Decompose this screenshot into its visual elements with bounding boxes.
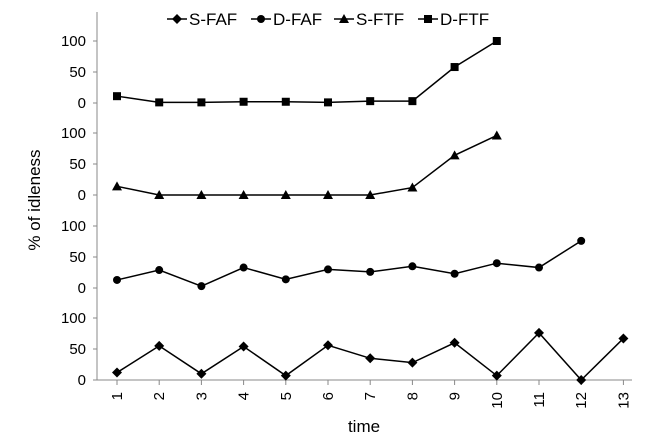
- data-point-s-ftf: [449, 150, 460, 160]
- x-tick-label: 4: [236, 392, 253, 400]
- x-tick-label: 12: [573, 392, 590, 409]
- legend-label: S-FTF: [356, 10, 404, 29]
- data-point-d-faf: [535, 263, 543, 272]
- y-tick-label: 100: [61, 310, 86, 327]
- x-tick-label: 8: [404, 392, 421, 400]
- x-tick-label: 6: [320, 392, 337, 400]
- series-line-s-ftf: [116, 134, 498, 196]
- x-ticks: 1 2 3 4 5 6 7 8 9 10 11 12 13: [109, 380, 632, 409]
- data-point-s-ftf: [365, 190, 376, 199]
- legend: S-FAF D-FAF S-FTF D-FTF: [167, 10, 489, 29]
- y-tick-label: 100: [61, 125, 86, 142]
- legend-label: S-FAF: [189, 10, 237, 29]
- data-point-s-ftf: [280, 190, 291, 199]
- x-tick-label: 9: [447, 392, 464, 400]
- data-point-s-ftf: [154, 190, 165, 199]
- y-tick-label: 0: [78, 372, 86, 389]
- series-d-ftf: [113, 37, 501, 107]
- data-point-s-faf: [196, 368, 207, 379]
- data-point-s-faf: [154, 340, 165, 351]
- x-tick-label: 3: [193, 392, 210, 400]
- series-s-faf: [112, 327, 629, 385]
- legend-item-d-faf: D-FAF: [251, 10, 322, 29]
- data-point-d-ftf: [239, 97, 248, 106]
- legend-marker-d-ftf: [424, 15, 432, 23]
- legend-marker-d-faf: [257, 15, 265, 23]
- data-point-s-faf: [618, 333, 629, 344]
- x-tick-label: 1: [109, 392, 126, 400]
- data-point-s-ftf: [323, 190, 333, 199]
- x-tick-label: 10: [489, 392, 506, 409]
- data-point-d-faf: [577, 236, 586, 245]
- legend-marker-s-ftf: [339, 14, 349, 23]
- data-point-s-faf: [365, 353, 376, 364]
- x-tick-label: 13: [615, 392, 632, 409]
- data-point-d-ftf: [366, 97, 375, 106]
- y-axis-title: % of idleness: [25, 149, 44, 250]
- data-point-d-ftf: [197, 98, 206, 107]
- legend-label: D-FTF: [440, 10, 489, 29]
- legend-label: D-FAF: [273, 10, 322, 29]
- legend-item-s-ftf: S-FTF: [334, 10, 404, 29]
- data-point-s-ftf: [112, 181, 122, 191]
- series-d-faf: [113, 236, 586, 291]
- data-point-s-ftf: [196, 190, 207, 199]
- data-point-s-ftf: [238, 190, 249, 199]
- y-tick-label: 50: [69, 64, 86, 81]
- y-tick-label: 50: [69, 341, 86, 358]
- series-s-ftf: [112, 130, 502, 199]
- legend-item-s-faf: S-FAF: [167, 10, 237, 29]
- data-point-d-faf: [408, 262, 417, 271]
- data-point-s-faf: [407, 357, 418, 368]
- data-point-d-faf: [155, 266, 164, 275]
- data-point-d-faf: [492, 259, 501, 268]
- x-tick-label: 2: [151, 392, 168, 400]
- data-point-d-ftf: [324, 98, 332, 107]
- y-tick-label: 100: [61, 33, 86, 50]
- data-point-s-faf: [323, 340, 333, 351]
- x-tick-label: 11: [531, 392, 548, 408]
- series-line-d-faf: [116, 240, 582, 287]
- data-point-d-faf: [239, 263, 248, 272]
- data-point-s-faf: [280, 370, 291, 381]
- data-point-s-faf: [534, 327, 544, 338]
- data-point-s-faf: [491, 370, 502, 381]
- data-point-d-ftf: [450, 63, 459, 72]
- x-tick-label: 5: [278, 392, 295, 400]
- data-point-d-faf: [450, 269, 459, 278]
- data-point-s-faf: [112, 367, 122, 378]
- data-point-s-ftf: [407, 182, 418, 192]
- series-line-d-ftf: [116, 40, 498, 104]
- series-layer: [112, 37, 629, 385]
- data-point-d-ftf: [113, 92, 121, 101]
- legend-item-d-ftf: D-FTF: [418, 10, 489, 29]
- data-point-d-ftf: [492, 37, 501, 45]
- y-tick-label: 0: [78, 95, 86, 112]
- data-point-d-faf: [197, 282, 206, 291]
- data-point-d-faf: [281, 275, 290, 284]
- data-point-d-ftf: [281, 97, 290, 106]
- y-tick-label: 50: [69, 156, 86, 173]
- data-point-s-faf: [449, 337, 460, 348]
- data-point-d-faf: [324, 265, 332, 274]
- axes: [96, 12, 632, 381]
- x-tick-label: 7: [362, 392, 379, 400]
- data-point-s-faf: [238, 341, 249, 352]
- legend-marker-s-faf: [172, 14, 182, 24]
- data-point-d-faf: [113, 275, 121, 284]
- data-point-s-ftf: [491, 130, 502, 140]
- data-point-d-ftf: [155, 98, 164, 107]
- y-tick-label: 100: [61, 218, 86, 235]
- data-point-d-faf: [366, 267, 375, 276]
- y-ticks: 0 50 100 0 50 100 0 50 100 0 50 100: [61, 33, 97, 389]
- data-point-d-ftf: [408, 97, 417, 106]
- y-tick-label: 0: [78, 280, 86, 297]
- data-point-s-faf: [576, 375, 587, 385]
- y-tick-label: 0: [78, 187, 86, 204]
- y-tick-label: 50: [69, 249, 86, 266]
- x-axis-title: time: [348, 417, 380, 436]
